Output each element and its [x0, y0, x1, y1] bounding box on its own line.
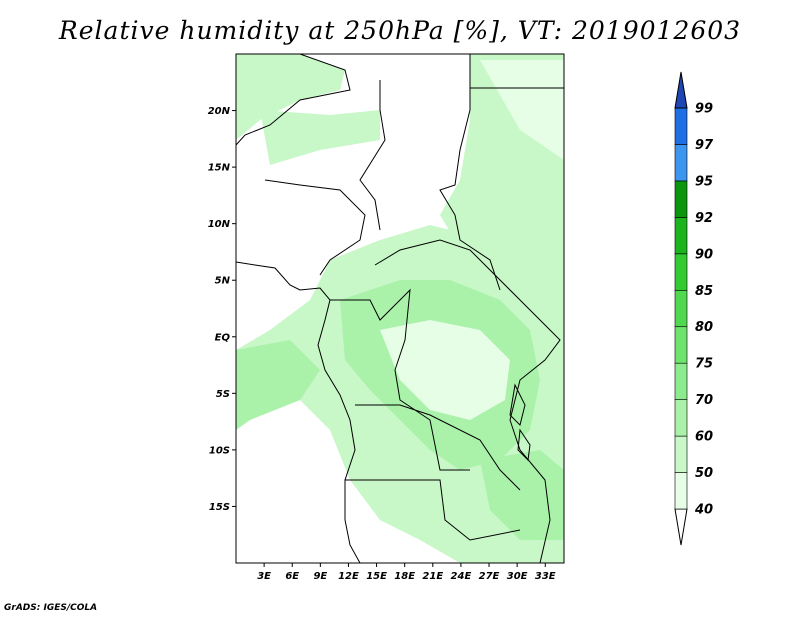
humidity-band-northwest — [236, 54, 345, 140]
border-sudan — [439, 54, 501, 291]
colorbar-level-label: 80 — [695, 320, 713, 335]
lon-tick-label: 15E — [366, 571, 387, 582]
colorbar-low-triangle — [674, 508, 688, 546]
colorbar-level-label: 40 — [694, 503, 713, 518]
map-frame — [235, 53, 565, 564]
border-chad — [359, 80, 386, 231]
colorbar-segment — [674, 144, 688, 182]
lat-tick-label: 10S — [209, 445, 230, 456]
humidity-band-northeast-light — [480, 60, 564, 160]
humidity-band-central-core — [380, 320, 510, 420]
colorbar-segment — [674, 472, 688, 510]
colorbar-level-label: 50 — [695, 466, 713, 481]
colorbar-segment — [674, 217, 688, 255]
lake-tanganyika — [517, 428, 531, 462]
colorbar-segment — [674, 289, 688, 328]
colorbar-segment — [674, 435, 688, 473]
lat-tick-label: 5S — [216, 389, 230, 400]
colorbar-segment — [674, 107, 688, 145]
lon-tick-label: 18E — [394, 571, 415, 582]
lon-tick-label: 33E — [535, 571, 556, 582]
lon-tick-label: 21E — [422, 571, 443, 582]
lat-tick-label: 20N — [208, 106, 231, 117]
latitude-axis: 20N 15N 10N 5N EQ 5S 10S 15S — [208, 106, 236, 513]
lon-tick-label: 30E — [507, 571, 528, 582]
border-drc-south — [355, 404, 521, 491]
lat-tick-label: 15S — [209, 502, 230, 513]
colorbar-segment — [674, 399, 688, 437]
colorbar-level-label: 75 — [695, 357, 713, 372]
colorbar: 40 50 60 70 75 80 85 90 92 95 97 99 — [674, 71, 714, 546]
lon-tick-label: 9E — [313, 571, 327, 582]
colorbar-level-label: 85 — [695, 284, 713, 299]
colorbar-level-label: 70 — [695, 393, 713, 408]
lon-tick-label: 6E — [285, 571, 299, 582]
colorbar-level-label: 97 — [695, 138, 714, 153]
lat-tick-label: EQ — [215, 332, 231, 343]
lon-tick-label: 12E — [338, 571, 359, 582]
colorbar-segment — [674, 253, 688, 291]
colorbar-segment — [674, 180, 688, 218]
border-nigeria — [264, 179, 366, 276]
colorbar-level-label: 95 — [695, 174, 713, 189]
coastline-west-africa — [236, 261, 361, 563]
border-car — [374, 239, 521, 301]
colorbar-level-label: 60 — [695, 430, 713, 445]
lat-tick-label: 15N — [208, 163, 231, 174]
map-title: Relative humidity at 250hPa [%], VT: 201… — [58, 16, 742, 45]
border-east-africa — [509, 299, 561, 563]
humidity-band-west-coast — [236, 340, 320, 430]
colorbar-level-label: 99 — [695, 102, 713, 117]
colorbar-level-label: 90 — [695, 247, 713, 262]
longitude-axis: 3E 6E 9E 12E 15E 18E 21E 24E 27E 30E 33E — [257, 563, 556, 582]
colorbar-high-triangle — [674, 71, 688, 109]
footer-credit: GrADS: IGES/COLA — [4, 603, 98, 613]
border-north — [236, 54, 351, 146]
lat-tick-label: 5N — [215, 276, 231, 287]
humidity-band-north-central — [260, 110, 380, 165]
lat-tick-label: 10N — [208, 219, 231, 230]
lon-tick-label: 24E — [451, 571, 472, 582]
humidity-field — [236, 54, 564, 563]
lon-tick-label: 3E — [257, 571, 271, 582]
colorbar-segment — [674, 326, 688, 364]
humidity-band-southeast — [480, 450, 564, 540]
lake-victoria — [509, 383, 526, 426]
colorbar-segment — [674, 362, 688, 400]
colorbar-level-label: 92 — [695, 211, 713, 226]
border-congo — [330, 288, 470, 471]
border-angola — [345, 479, 521, 541]
map-boundaries — [236, 54, 564, 563]
lon-tick-label: 27E — [479, 571, 500, 582]
